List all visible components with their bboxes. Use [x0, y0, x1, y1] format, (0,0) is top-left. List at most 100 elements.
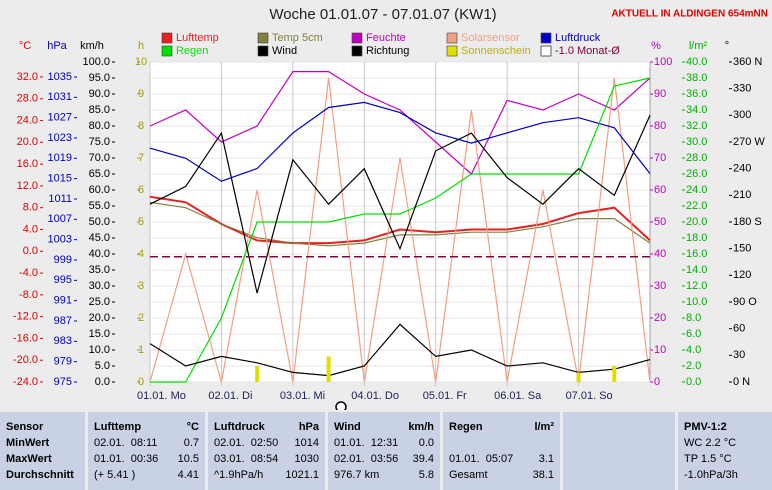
- y-tick-label: 15.0: [89, 328, 110, 340]
- y-tick-label: 12.0: [17, 180, 38, 192]
- y-tick-label: 30: [733, 349, 745, 361]
- y-tick-label: 65.0: [89, 168, 110, 180]
- y-tick-label: 0 N: [733, 376, 750, 388]
- y-tick-label: 100: [654, 56, 672, 68]
- y-tick-label: 50.0: [89, 216, 110, 228]
- x-tick-label: 02.01. Di: [208, 390, 252, 402]
- y-tick-label: 100.0: [82, 56, 110, 68]
- y-tick-label: 20.0: [17, 136, 38, 148]
- y-tick-label: 2.0: [686, 360, 701, 372]
- y-tick-label: 210: [733, 189, 751, 201]
- station-note: AKTUELL IN ALDINGEN 654mNN: [611, 9, 768, 20]
- y-tick-label: 360 N: [733, 56, 762, 68]
- legend-swatch: [446, 32, 458, 44]
- axis-unit: km/h: [80, 40, 104, 52]
- y-tick-label: 34.0: [686, 104, 707, 116]
- y-tick-label: -8.0: [19, 289, 38, 301]
- y-tick-label: 0.0: [95, 376, 110, 388]
- y-tick-label: -16.0: [13, 332, 38, 344]
- y-tick-label: 90: [654, 88, 666, 100]
- blank-column: [563, 412, 675, 490]
- table-header: PMV-1:2: [684, 421, 727, 433]
- table-cell: ^1.9hPa/h: [214, 469, 264, 481]
- y-tick-label: -20.0: [13, 354, 38, 366]
- y-tick-label: 975: [54, 376, 72, 388]
- table-column: Lufttemp °C 02.01. 08:11 0.7 01.01. 00:36 10.…: [88, 412, 205, 490]
- table-header: °C: [186, 421, 199, 433]
- series-line: [149, 115, 651, 294]
- axis-unit: °C: [19, 40, 31, 52]
- y-tick-label: 330: [733, 83, 751, 95]
- chart-title: Woche 01.01.07 - 07.01.07 (KW1): [269, 6, 496, 23]
- y-tick-label: 0: [138, 376, 144, 388]
- y-tick-label: 8: [138, 120, 144, 132]
- table-cell: 01.01. 12:31: [334, 437, 399, 449]
- y-tick-label: 3: [138, 280, 144, 292]
- y-tick-label: 8.0: [23, 202, 38, 214]
- y-tick-label: 80.0: [89, 120, 110, 132]
- y-tick-label: 30.0: [686, 136, 707, 148]
- y-tick-label: 979: [54, 356, 72, 368]
- table-cell: 01.01. 00:36: [94, 453, 159, 465]
- legend-label: Solarsensor: [461, 32, 520, 44]
- y-tick-label: 10: [654, 344, 666, 356]
- y-tick-label: 8.0: [686, 312, 701, 324]
- y-tick-label: 28.0: [17, 93, 38, 105]
- table-header: km/h: [408, 421, 434, 433]
- table-cell: 5.8: [418, 469, 434, 481]
- y-tick-label: 10.0: [686, 296, 707, 308]
- y-tick-label: 60: [654, 184, 666, 196]
- y-tick-label: 120: [733, 269, 751, 281]
- scroll-handle[interactable]: [335, 401, 347, 410]
- table-column: PMV-1:2 WC 2.2 °C TP 1.5 °C -1.0hPa/3h: [678, 412, 772, 490]
- legend-label: Luftdruck: [555, 32, 601, 44]
- y-tick-label: 90 O: [733, 296, 757, 308]
- y-tick-label: 4: [138, 248, 144, 260]
- y-tick-label: 1003: [48, 234, 72, 246]
- y-tick-label: 270 W: [733, 136, 765, 148]
- y-tick-label: 10.0: [89, 344, 110, 356]
- y-tick-label: 6: [138, 184, 144, 196]
- y-tick-label: 1011: [48, 193, 72, 205]
- series-line: [149, 323, 651, 377]
- y-tick-label: 999: [54, 254, 72, 266]
- table-cell: 0.7: [183, 437, 199, 449]
- x-tick-label: 03.01. Mi: [280, 390, 325, 402]
- y-tick-label: 4.0: [686, 344, 701, 356]
- legend-swatch: [161, 32, 173, 44]
- table-column: Luftdruck hPa 02.01. 02:50 1014 03.01. 08:54…: [208, 412, 325, 490]
- y-tick-label: 5.0: [95, 360, 110, 372]
- y-tick-label: 1: [138, 344, 144, 356]
- y-tick-label: 35.0: [89, 264, 110, 276]
- table-cell: Durchschnitt: [6, 469, 74, 481]
- series-line: [149, 77, 651, 383]
- table-cell: 03.01. 08:54: [214, 453, 279, 465]
- x-tick-label: 01.01. Mo: [137, 390, 186, 402]
- y-tick-label: 5: [138, 216, 144, 228]
- legend-swatch: [351, 45, 363, 57]
- y-tick-label: 25.0: [89, 296, 110, 308]
- y-tick-label: 85.0: [89, 104, 110, 116]
- table-cell: 0.0: [418, 437, 434, 449]
- y-tick-label: 24.0: [17, 114, 38, 126]
- y-tick-label: 75.0: [89, 136, 110, 148]
- legend-label: Feuchte: [366, 32, 406, 44]
- table-header: Wind: [334, 421, 361, 433]
- table-cell: Gesamt: [449, 469, 488, 481]
- y-tick-label: 36.0: [686, 88, 707, 100]
- table-cell: WC 2.2 °C: [684, 437, 737, 449]
- chart: Woche 01.01.07 - 07.01.07 (KW1) AKTUELL …: [13, 6, 768, 410]
- y-tick-label: -24.0: [13, 376, 38, 388]
- sunshine-bar: [612, 366, 617, 382]
- table-header: Luftdruck: [214, 421, 265, 433]
- legend-swatch: [446, 45, 458, 57]
- table-cell: 02.01. 03:56: [334, 453, 399, 465]
- series-line: [150, 77, 651, 383]
- y-tick-label: 995: [54, 274, 72, 286]
- y-tick-label: 9: [138, 88, 144, 100]
- y-tick-label: -12.0: [13, 311, 38, 323]
- y-tick-label: 30: [654, 280, 666, 292]
- table-cell: 38.1: [532, 469, 554, 481]
- y-tick-label: 10: [135, 56, 147, 68]
